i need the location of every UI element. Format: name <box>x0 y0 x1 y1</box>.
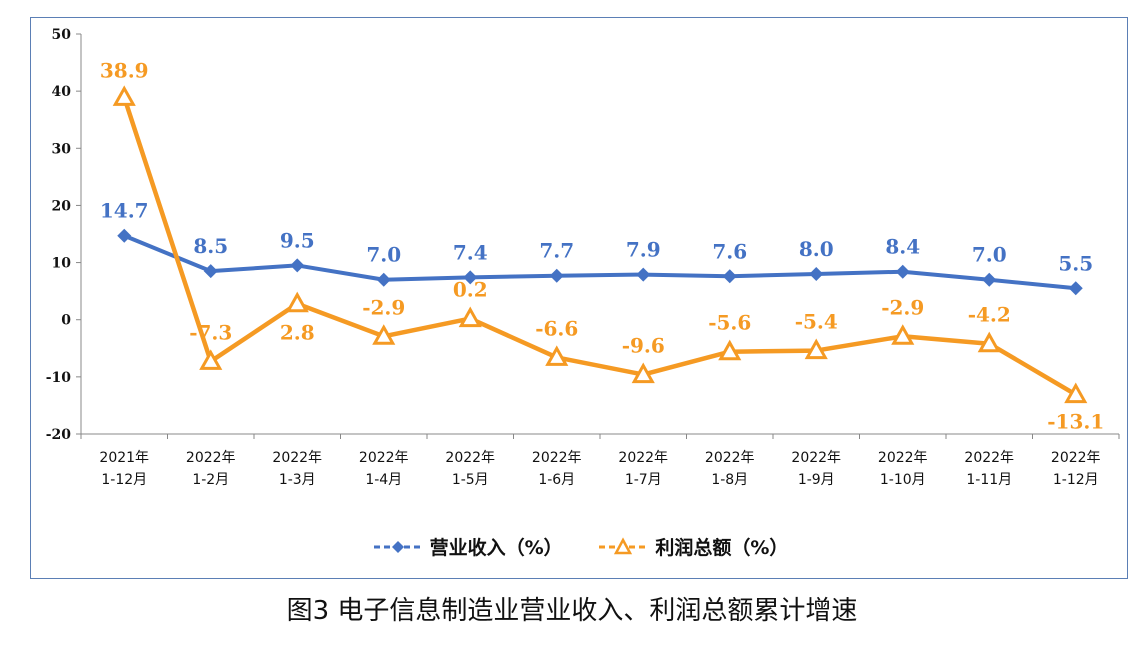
y-tick-label: 10 <box>52 256 72 272</box>
profit-data-label: -7.3 <box>189 320 232 344</box>
x-tick-label: 2022年 1-5月 <box>445 450 495 488</box>
profit-data-label: -9.6 <box>622 334 665 358</box>
revenue-point-marker <box>982 272 997 287</box>
legend-item-revenue: 营业收入（%） <box>372 533 563 560</box>
profit-point-marker <box>372 324 396 345</box>
revenue-data-label: 7.6 <box>712 239 747 263</box>
revenue-point-marker <box>1068 281 1083 296</box>
revenue-data-label: 8.4 <box>885 235 920 259</box>
x-tick-label: 2021年 1-12月 <box>99 450 149 488</box>
profit-data-label: -4.2 <box>968 303 1011 327</box>
profit-point-marker <box>199 349 223 370</box>
x-tick-label: 2022年 1-9月 <box>791 450 841 488</box>
y-tick-label: 20 <box>52 198 72 214</box>
x-tick-label: 2022年 1-7月 <box>618 450 668 488</box>
legend: 营业收入（%） 利润总额（%） <box>31 533 1129 562</box>
legend-label-revenue: 营业收入（%） <box>429 537 563 559</box>
revenue-point-marker <box>463 270 478 285</box>
revenue-data-label: 9.5 <box>280 228 315 252</box>
y-tick-label: -20 <box>46 427 72 443</box>
revenue-data-label: 7.9 <box>626 238 661 262</box>
x-tick-label: 2022年 1-4月 <box>359 450 409 488</box>
revenue-data-label: 8.5 <box>193 234 228 258</box>
revenue-data-label: 7.7 <box>539 239 574 263</box>
y-tick-label: 30 <box>52 141 72 157</box>
profit-series-line <box>122 96 1077 397</box>
legend-swatch-profit <box>599 536 648 554</box>
y-tick-label: 40 <box>52 84 72 100</box>
revenue-data-label: 7.0 <box>972 243 1007 267</box>
x-tick-label: 2022年 1-11月 <box>964 450 1014 488</box>
series-lines <box>122 96 1077 397</box>
x-tick-label: 2022年 1-3月 <box>272 450 322 488</box>
revenue-point-marker <box>549 268 564 283</box>
profit-data-label: 0.2 <box>453 278 488 302</box>
legend-label-profit: 利润总额（%） <box>655 537 789 559</box>
revenue-data-label: 8.0 <box>799 237 834 261</box>
profit-point-marker <box>1064 382 1088 404</box>
profit-data-label: -2.9 <box>881 295 924 319</box>
y-tick-label: 50 <box>52 27 72 43</box>
revenue-point-marker <box>290 258 305 273</box>
x-tick-label: 2022年 1-6月 <box>532 450 582 488</box>
y-axis-ticks: -20 -10 0 10 20 30 40 50 <box>46 27 81 443</box>
figure-caption: 图3 电子信息制造业营业收入、利润总额累计增速 <box>286 596 858 626</box>
legend-item-profit: 利润总额（%） <box>597 533 788 560</box>
profit-point-marker <box>977 331 1001 353</box>
profit-data-label: 2.8 <box>280 321 315 345</box>
profit-data-label: -5.4 <box>795 310 838 334</box>
revenue-data-label: 5.5 <box>1058 251 1093 275</box>
x-tick-label: 2022年 1-8月 <box>705 450 755 488</box>
profit-data-label: -6.6 <box>535 316 578 340</box>
revenue-point-marker <box>203 264 218 279</box>
profit-data-label: 38.9 <box>100 58 149 82</box>
x-tick-label: 2022年 1-10月 <box>878 450 928 488</box>
x-tick-label: 2022年 1-2月 <box>186 450 236 488</box>
profit-point-marker <box>285 291 309 313</box>
profit-data-label: -5.6 <box>708 311 751 335</box>
data-labels: 14.7 8.5 9.5 7.0 7.4 7.7 7.9 7.6 8.0 8.4 7.0 5.5 38.… <box>100 58 1104 433</box>
revenue-data-label: 7.4 <box>453 240 488 264</box>
profit-point-marker <box>631 362 655 384</box>
revenue-point-marker <box>636 267 651 282</box>
profit-point-marker <box>891 324 915 345</box>
y-tick-label: -10 <box>46 370 72 386</box>
axes <box>80 34 1119 435</box>
profit-point-marker <box>458 306 482 328</box>
revenue-series-line <box>123 233 1076 291</box>
profit-point-marker <box>112 85 136 106</box>
x-tick-label: 2022年 1-12月 <box>1051 450 1101 488</box>
revenue-data-label: 14.7 <box>100 199 149 223</box>
legend-swatch-revenue <box>373 540 422 553</box>
profit-data-label: -13.1 <box>1047 410 1104 434</box>
revenue-point-marker <box>895 264 910 279</box>
revenue-point-marker <box>117 228 132 243</box>
y-tick-label: 0 <box>61 313 71 329</box>
profit-point-marker <box>545 345 569 366</box>
revenue-point-marker <box>376 272 391 287</box>
x-axis-ticks: 2021年 1-12月 2022年 1-2月 2022年 1-3月 2022年 1-4月 202… <box>80 434 1120 488</box>
profit-point-marker <box>718 339 742 361</box>
profit-data-label: -2.9 <box>362 295 405 319</box>
series-markers <box>112 85 1088 404</box>
revenue-data-label: 7.0 <box>366 243 401 267</box>
revenue-point-marker <box>722 269 737 284</box>
revenue-point-marker <box>809 267 824 281</box>
chart-frame: -20 -10 0 10 20 30 40 50 2021年 1-12月 2022年 1-2月 202… <box>30 17 1128 579</box>
profit-point-marker <box>804 338 828 360</box>
